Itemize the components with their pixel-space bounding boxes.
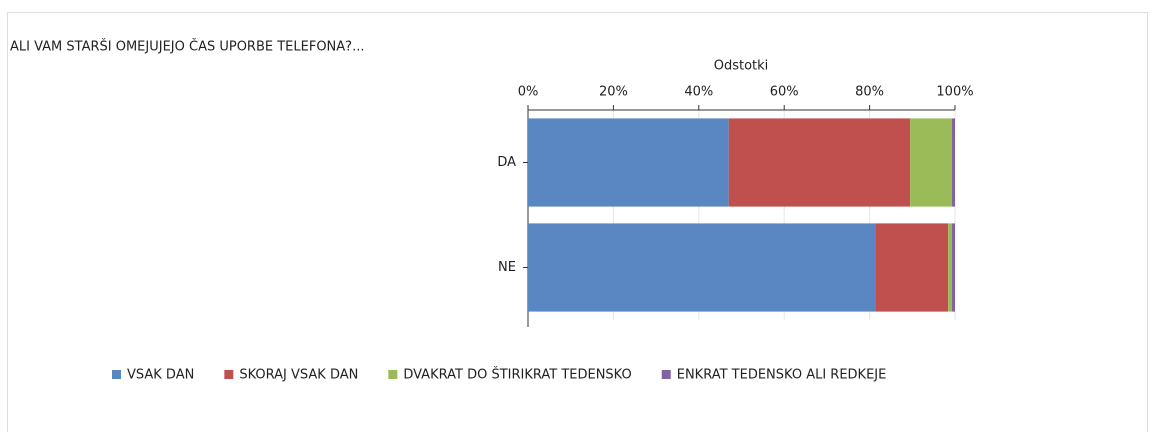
y-tick-label: NE — [498, 260, 516, 275]
x-tick-label: 40% — [684, 85, 713, 100]
legend-label: SKORAJ VSAK DAN — [239, 368, 358, 383]
x-tick-label: 0% — [518, 85, 539, 100]
x-tick-label: 60% — [770, 85, 799, 100]
bar-segment — [952, 118, 955, 207]
legend-swatch — [388, 370, 398, 379]
bar-segment — [528, 223, 877, 312]
x-tick-label: 100% — [936, 85, 973, 100]
frame — [7, 12, 1148, 432]
legend-swatch — [661, 370, 671, 379]
legend-swatch — [112, 370, 121, 379]
chart-title: ALI VAM STARŠI OMEJUJEJO ČAS UPORBE TELE… — [10, 39, 364, 55]
legend-label: DVAKRAT DO ŠTIRIKRAT TEDENSKO — [403, 367, 631, 383]
bar-segment — [952, 223, 955, 312]
legend-label: VSAK DAN — [127, 368, 194, 383]
axis-title: Odstotki — [714, 59, 769, 74]
bar-segment — [876, 223, 949, 312]
x-tick-label: 80% — [855, 85, 884, 100]
bar-segment — [910, 118, 953, 207]
legend-label: ENKRAT TEDENSKO ALI REDKEJE — [677, 368, 887, 383]
legend-swatch — [224, 370, 234, 379]
y-tick-label: DA — [497, 155, 516, 170]
bar-segment — [948, 223, 953, 312]
bar-segment — [728, 118, 911, 207]
bar-segment — [528, 118, 729, 207]
x-tick-label: 20% — [599, 85, 628, 100]
